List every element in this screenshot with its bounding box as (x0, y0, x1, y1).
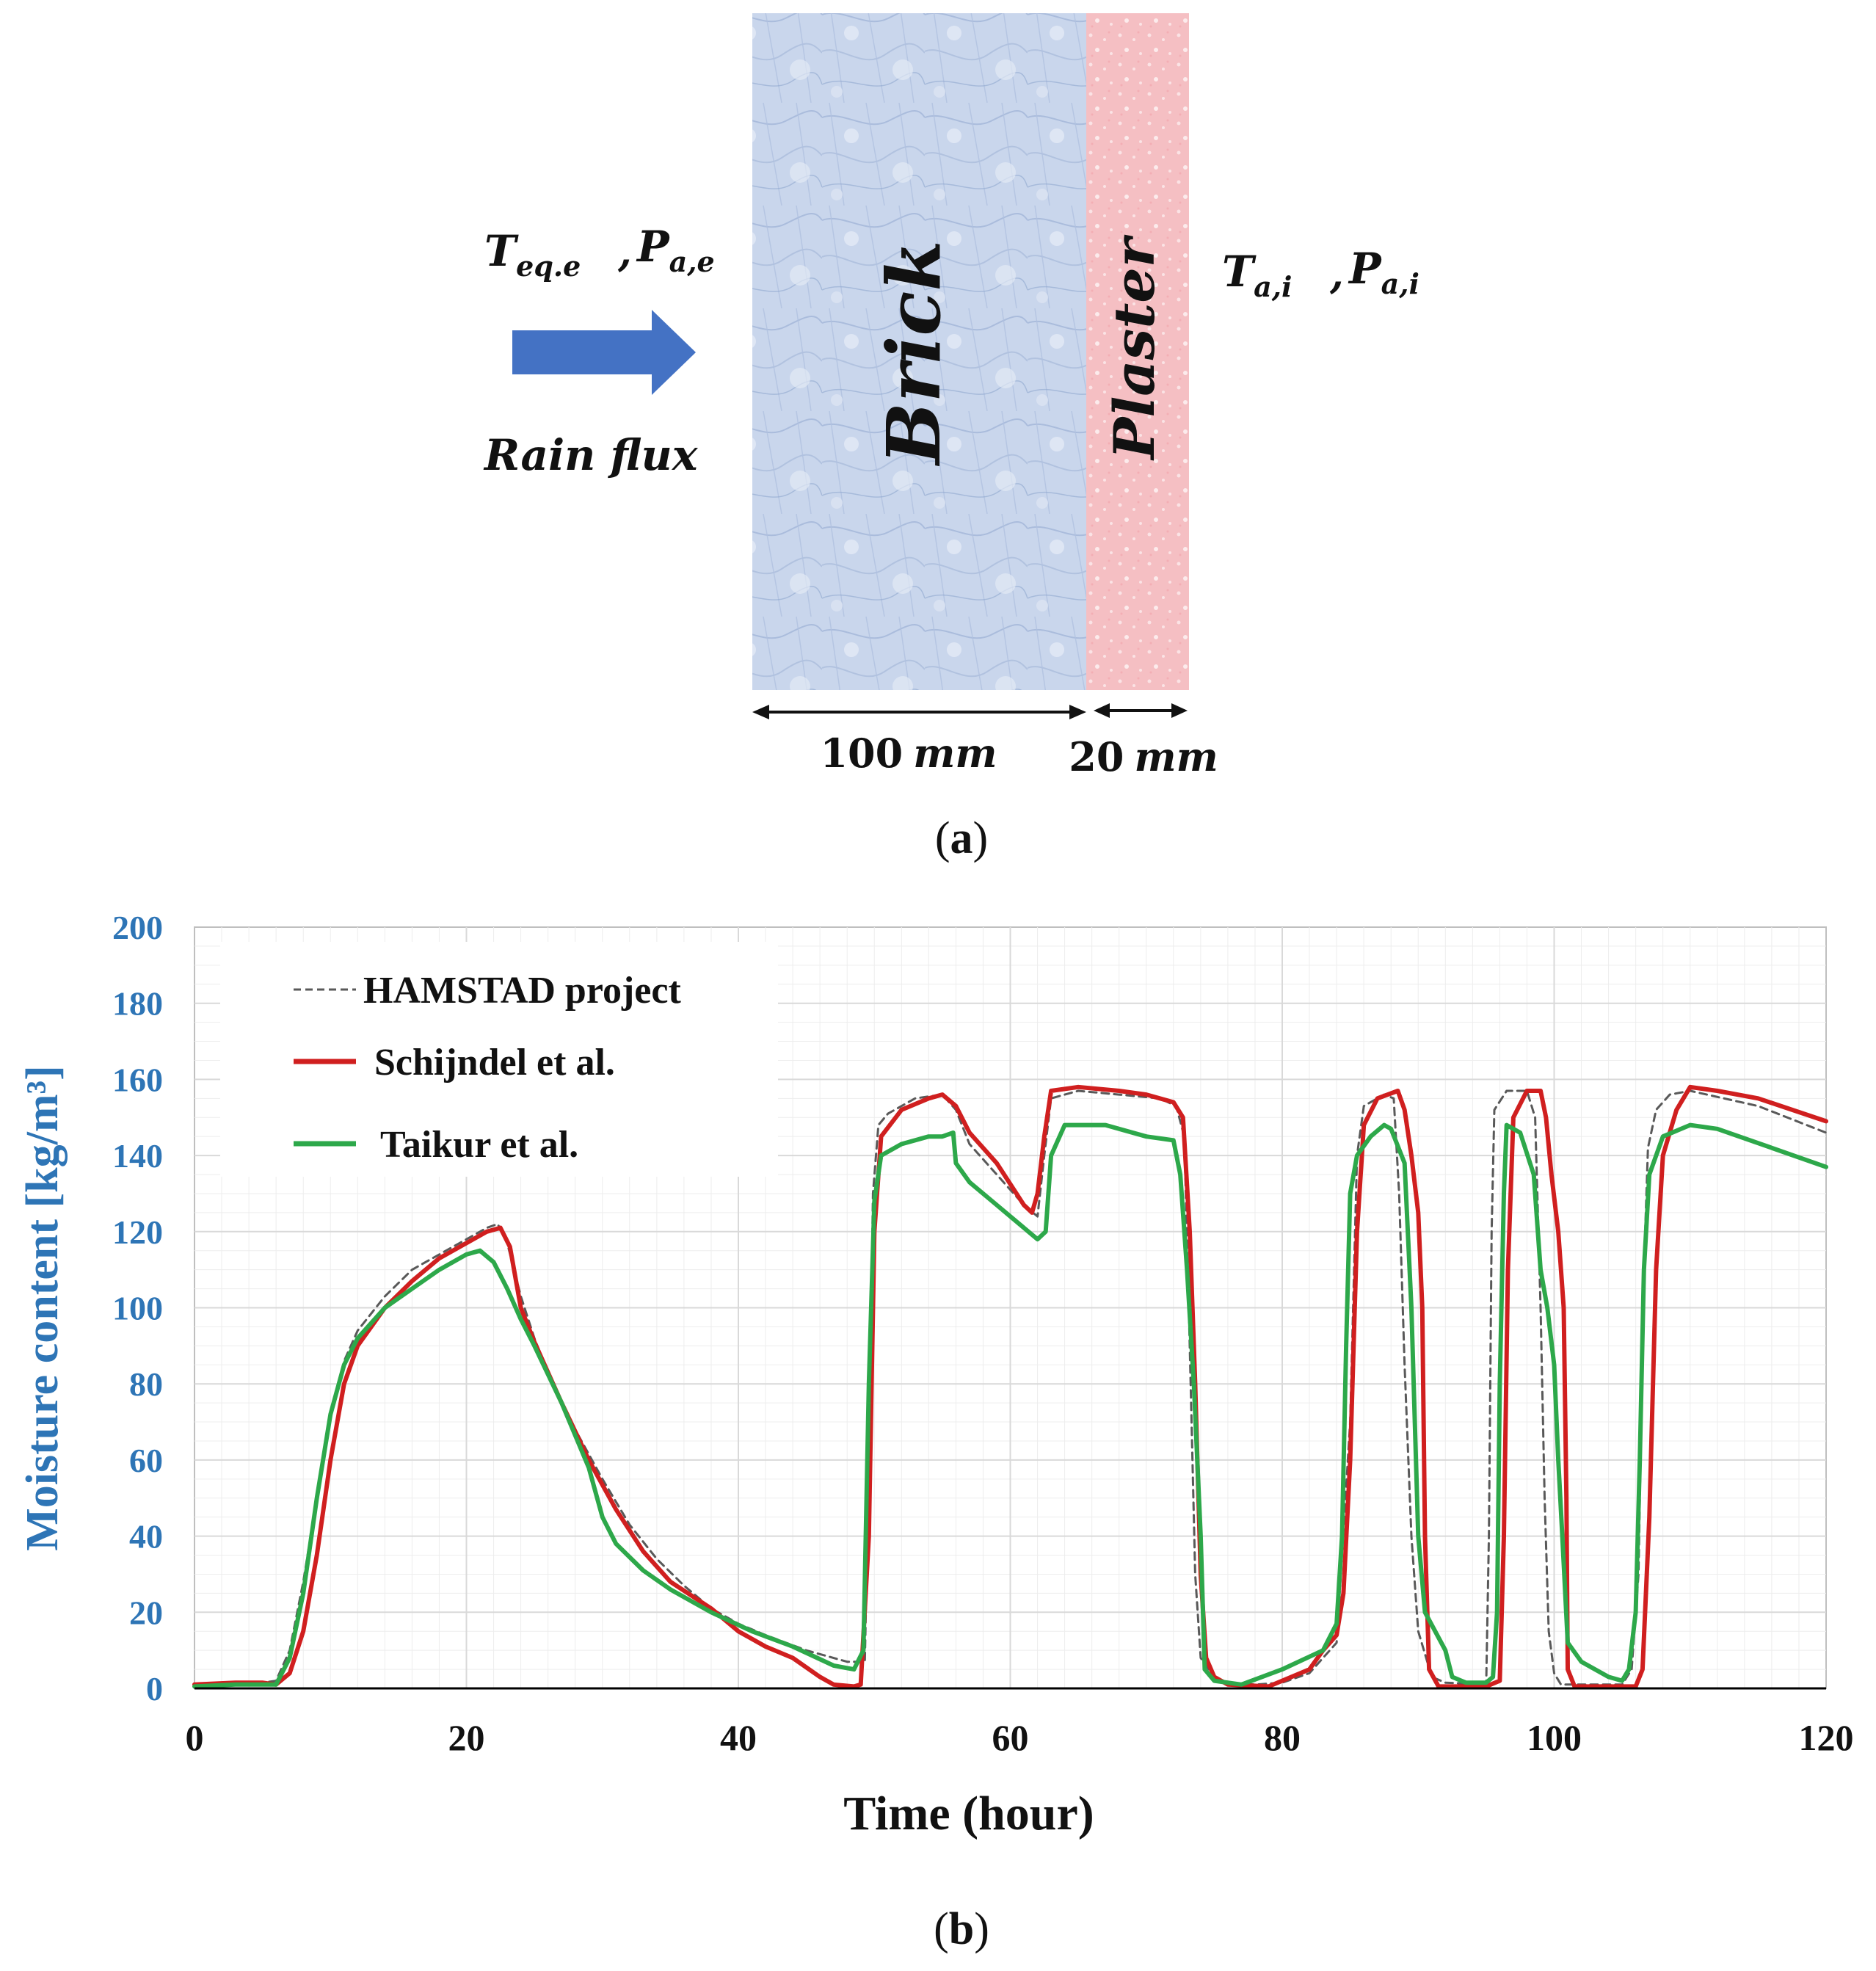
brick-layer (752, 13, 1086, 690)
y-tick-labels: 0 20 40 60 80 100 120 140 160 180 200 (112, 909, 163, 1707)
rain-flux-arrow (512, 310, 696, 395)
x-tick-labels: 0 20 40 60 80 100 120 (186, 1717, 1854, 1758)
plaster-layer (1086, 13, 1189, 690)
legend-label: Taikur et al. (380, 1124, 578, 1166)
brick-dimension (752, 705, 1086, 719)
plaster-dimension-label: 20 mm (1069, 733, 1218, 780)
panel-a-caption: (a) (935, 813, 988, 863)
ext-press-subscript: a,e (669, 245, 715, 278)
brick-thickness-value: 100 (820, 730, 903, 777)
y-tick-label: 180 (112, 985, 163, 1023)
svg-text:Pa,e: Pa,e (636, 222, 715, 278)
x-tick-label: 120 (1799, 1717, 1854, 1758)
series-lines (192, 1084, 1828, 1689)
int-separator: , (1329, 250, 1344, 297)
int-press-symbol: P (1348, 244, 1382, 294)
plaster-thickness-value: 20 (1069, 733, 1124, 780)
ext-separator: , (617, 228, 632, 275)
y-tick-label: 80 (129, 1365, 163, 1403)
plaster-dimension (1094, 703, 1188, 718)
exterior-conditions: Teq.e , Pa,e (484, 222, 715, 283)
svg-text:Ta,i: Ta,i (1222, 247, 1292, 303)
ext-temp-symbol: T (484, 226, 519, 276)
x-axis-label: Time (hour) (843, 1787, 1094, 1840)
x-tick-label: 40 (720, 1717, 757, 1758)
brick-label: Brick (870, 240, 957, 466)
ext-temp-subscript: eq.e (516, 250, 581, 283)
y-tick-label: 60 (129, 1442, 163, 1479)
x-tick-label: 100 (1527, 1717, 1582, 1758)
svg-text:Pa,i: Pa,i (1348, 244, 1419, 300)
legend-label: Schijndel et al. (374, 1042, 615, 1083)
panel-b-caption: (b) (934, 1904, 989, 1954)
panel-b-chart: HAMSTAD project Schijndel et al. Taikur et… (18, 909, 1854, 1954)
legend: HAMSTAD project Schijndel et al. Taikur et… (220, 942, 778, 1177)
svg-text:Teq.e: Teq.e (484, 226, 581, 283)
y-tick-label: 0 (146, 1670, 163, 1707)
y-tick-label: 200 (112, 909, 163, 946)
rain-flux-label: Rain flux (483, 430, 699, 480)
x-tick-label: 0 (186, 1717, 204, 1758)
series-line-taikur-et-al (192, 1122, 1828, 1689)
y-axis-label: Moisture content [kg/m³] (18, 1065, 68, 1550)
brick-dimension-label: 100 mm (820, 730, 997, 777)
y-tick-label: 120 (112, 1213, 163, 1251)
y-tick-label: 20 (129, 1594, 163, 1631)
int-press-subscript: a,i (1381, 267, 1419, 300)
int-temp-symbol: T (1222, 247, 1257, 297)
panel-b-letter: b (949, 1904, 974, 1954)
y-tick-label: 40 (129, 1518, 163, 1556)
x-tick-label: 20 (448, 1717, 485, 1758)
panel-a-diagram: Teq.e , Pa,e Rain flux Brick Plaster Ta,… (483, 13, 1419, 863)
interior-conditions: Ta,i , Pa,i (1222, 244, 1419, 303)
x-tick-label: 80 (1264, 1717, 1301, 1758)
ext-press-symbol: P (636, 222, 670, 272)
brick-thickness-unit: mm (913, 730, 997, 777)
x-tick-label: 60 (992, 1717, 1029, 1758)
y-tick-label: 160 (112, 1061, 163, 1098)
panel-a-letter: a (950, 813, 973, 863)
series-line-schijndel-et-al (192, 1084, 1828, 1689)
plaster-label: Plaster (1102, 234, 1167, 461)
legend-label: HAMSTAD project (363, 970, 681, 1012)
plaster-thickness-unit: mm (1134, 733, 1218, 780)
y-tick-label: 100 (112, 1290, 163, 1327)
y-tick-label: 140 (112, 1137, 163, 1175)
int-temp-subscript: a,i (1254, 270, 1292, 303)
